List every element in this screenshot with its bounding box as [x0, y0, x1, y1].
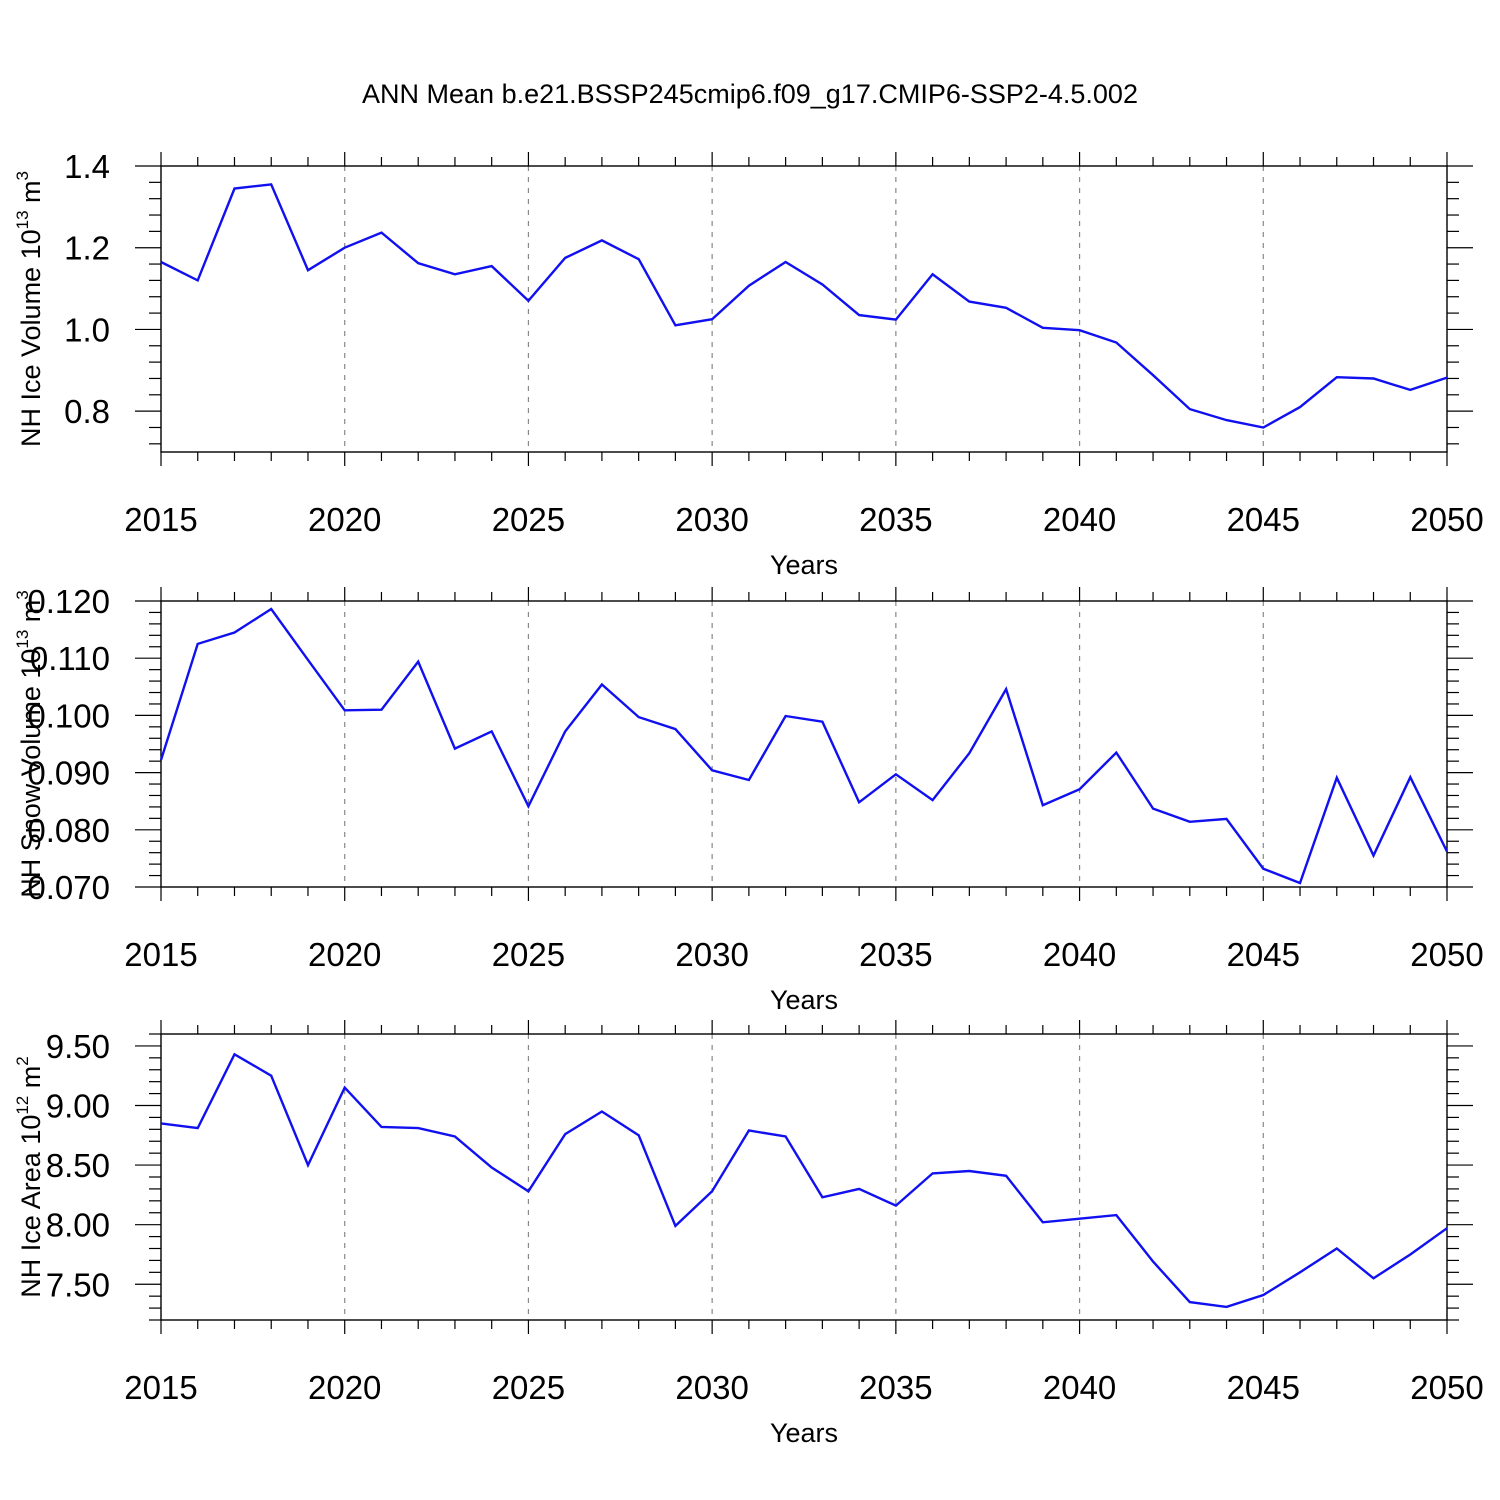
series-line	[160, 183, 1448, 429]
y-tick-label: 0.8	[64, 393, 110, 430]
x-tick-label: 2050	[1410, 1369, 1483, 1406]
y-axis-title-exponent: 12	[13, 1096, 32, 1115]
y-axis-title-unit: m	[16, 600, 46, 630]
series-line	[160, 1052, 1448, 1309]
x-tick-label: 2015	[124, 1369, 197, 1406]
x-tick-label: 2015	[124, 501, 197, 538]
y-axis-title-text: NH Snow Volume 10	[16, 649, 46, 898]
x-tick-label: 2030	[675, 1369, 748, 1406]
x-axis-title: Years	[770, 550, 838, 580]
x-axis-title: Years	[770, 1418, 838, 1448]
x-tick-label: 2045	[1227, 501, 1300, 538]
y-axis-title: NH Snow Volume 1013 m3	[13, 590, 46, 898]
y-tick-label: 8.00	[46, 1207, 110, 1244]
y-tick-label: 9.50	[46, 1028, 110, 1065]
y-axis-title: NH Ice Volume 1013 m3	[13, 171, 46, 447]
y-axis-title-exponent: 13	[13, 630, 32, 649]
y-axis-title-unit: m	[16, 180, 46, 210]
x-tick-label: 2025	[492, 1369, 565, 1406]
x-tick-label: 2035	[859, 501, 932, 538]
y-tick-label: 0.120	[27, 583, 110, 620]
plot-frame	[160, 1033, 1448, 1321]
y-tick-label: 0.100	[27, 697, 110, 734]
x-tick-label: 2025	[492, 501, 565, 538]
y-axis-title-unit-exponent: 2	[13, 1056, 32, 1065]
x-tick-label: 2030	[675, 501, 748, 538]
figure-title: ANN Mean b.e21.BSSP245cmip6.f09_g17.CMIP…	[362, 79, 1138, 109]
x-tick-label: 2050	[1410, 936, 1483, 973]
x-tick-label: 2025	[492, 936, 565, 973]
x-axis-title: Years	[770, 985, 838, 1015]
y-axis-title-unit: m	[16, 1066, 46, 1096]
y-axis-title-text: NH Ice Area 10	[16, 1115, 46, 1298]
y-tick-label: 0.080	[27, 812, 110, 849]
panel-ice-area: 2015 2020 2025 2030 2035 2040 2045 2050 7.50 8.00…	[13, 1020, 1484, 1448]
x-tick-label: 2035	[859, 1369, 932, 1406]
y-tick-label: 0.110	[30, 640, 110, 677]
plot-frame	[160, 600, 1448, 888]
y-axis-title-unit-exponent: 3	[13, 590, 32, 599]
x-tick-label: 2020	[308, 1369, 381, 1406]
y-tick-label: 9.00	[46, 1088, 110, 1125]
x-tick-label: 2040	[1043, 936, 1116, 973]
y-axis-title-text: NH Ice Volume 10	[16, 229, 46, 447]
plot-frame	[160, 165, 1448, 453]
y-tick-label: 1.2	[64, 230, 110, 267]
panel-snow-volume: 2015 2020 2025 2030 2035 2040 2045 2050 0.070 0.0…	[13, 583, 1484, 1015]
y-axis-title-unit-exponent: 3	[13, 171, 32, 180]
x-tick-label: 2045	[1227, 936, 1300, 973]
x-tick-label: 2040	[1043, 501, 1116, 538]
y-axis-title: NH Ice Area 1012 m2	[13, 1056, 46, 1297]
series-line	[159, 607, 1449, 885]
y-tick-label: 0.090	[27, 755, 110, 792]
y-axis-title-exponent: 13	[13, 210, 32, 229]
y-tick-label: 1.4	[64, 148, 110, 185]
y-tick-label: 0.070	[27, 869, 110, 906]
y-tick-label: 7.50	[46, 1266, 110, 1303]
x-tick-label: 2020	[308, 501, 381, 538]
y-tick-label: 1.0	[64, 311, 110, 348]
x-tick-label: 2035	[859, 936, 932, 973]
panel-ice-volume: 2015 2020 2025 2030 2035 2040 2045 2050 0.8 1.0 1.…	[13, 148, 1484, 580]
x-tick-label: 2050	[1410, 501, 1483, 538]
y-tick-label: 8.50	[46, 1147, 110, 1184]
x-tick-label: 2015	[124, 936, 197, 973]
x-tick-label: 2045	[1227, 1369, 1300, 1406]
x-tick-label: 2040	[1043, 1369, 1116, 1406]
x-tick-label: 2030	[675, 936, 748, 973]
x-tick-label: 2020	[308, 936, 381, 973]
